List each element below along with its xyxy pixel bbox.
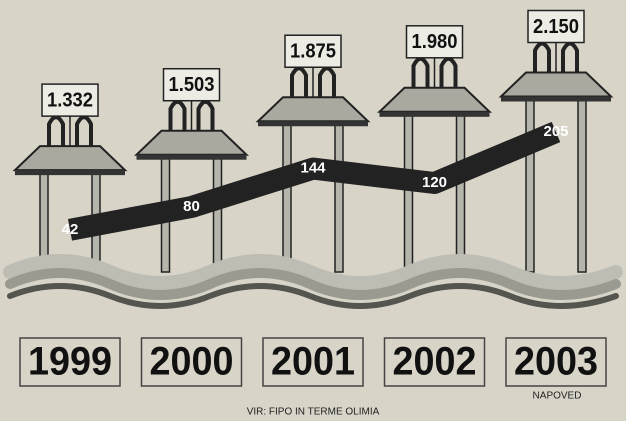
platform-edge [258,121,368,126]
value-label: 120 [422,174,447,191]
post [283,121,291,272]
platform-edge [137,155,247,160]
post [335,121,343,272]
page: {"chart_data": {"type": "bar", "categori… [0,0,626,421]
value-label: 205 [543,123,568,140]
x-tick-label: 2002 [393,340,477,384]
value-label: 1.332 [47,89,93,111]
x-tick-label: 2001 [271,340,355,384]
x-tick-label: 2000 [150,340,234,384]
value-label: 1.875 [290,41,336,63]
chart: 1.332 1999 1.503 2000 1.875 2001 1.980 2002 2.15… [0,0,626,421]
annotation: NAPOVED [533,391,582,402]
value-label: 42 [62,221,79,238]
x-tick-label: 1999 [28,340,112,384]
value-label: 2.150 [533,16,579,38]
value-label: 144 [300,160,326,177]
x-tick-label: 2003 [514,340,598,384]
post [578,97,586,273]
value-label: 1.503 [169,74,215,96]
post [405,112,413,272]
platform-edge [15,170,125,175]
post [457,112,465,272]
platform-edge [501,97,611,102]
source: VIR: FIPO IN TERME OLIMIA [247,407,380,418]
value-label: 80 [183,198,200,215]
platform-edge [380,112,490,117]
post [214,155,222,272]
post [526,97,534,273]
value-label: 1.980 [412,31,458,53]
